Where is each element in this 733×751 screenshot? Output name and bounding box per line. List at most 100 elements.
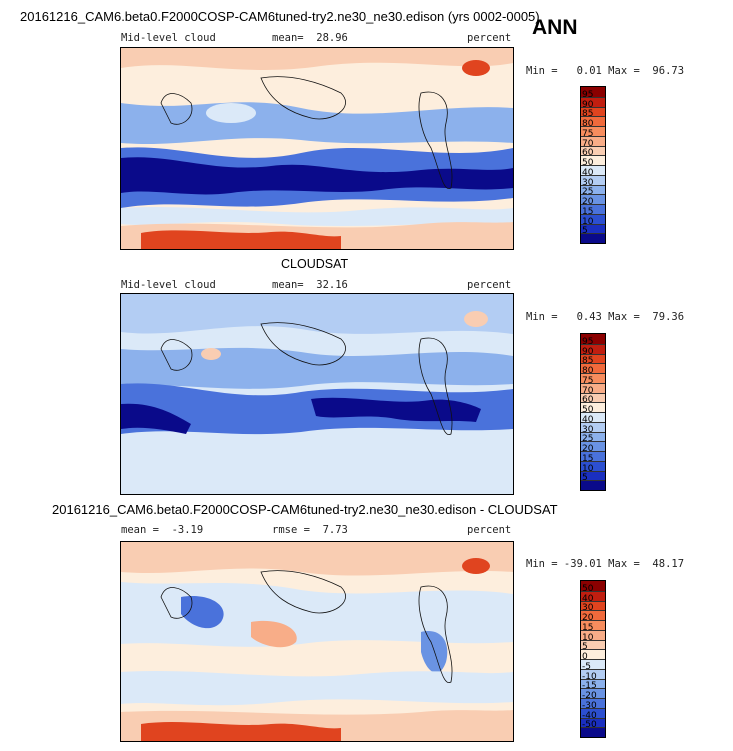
panel3-colorbar-segment — [581, 610, 605, 620]
panel2-colorbar-segment — [581, 460, 605, 471]
panel2-colorbar-tick-label: 85 — [582, 356, 594, 367]
panel3-colorbar-segment — [581, 649, 605, 659]
panel2-colorbar-segment — [581, 441, 605, 451]
panel2-colorbar-tick-label: 40 — [582, 414, 594, 425]
panel1-colorbar-segment — [581, 194, 605, 204]
panel1-colorbar-segment — [581, 213, 605, 224]
panel2-colorbar-tick-label: 60 — [582, 395, 594, 406]
panel2-colorbar-tick-label: 10 — [582, 463, 594, 474]
panel3-colorbar-segment — [581, 727, 605, 737]
panel3-heading: 20161216_CAM6.beta0.F2000COSP-CAM6tuned-… — [52, 502, 558, 517]
panel3-colorbar-segment — [581, 639, 605, 650]
panel3-colorbar-tick-label: -40 — [582, 710, 597, 721]
panel1-colorbar-tick-label: 70 — [582, 138, 594, 149]
panel3-colorbar-segment — [581, 629, 605, 640]
panel1-mean: mean= 28.96 — [272, 32, 348, 44]
panel3-colorbar-segment — [581, 590, 605, 601]
panel3-colorbar-tick-label: 30 — [582, 603, 594, 614]
panel2-map-svg — [121, 294, 513, 494]
panel1-colorbar-tick-label: 80 — [582, 119, 594, 129]
panel2-colorbar-segment — [581, 451, 605, 461]
panel1-colorbar-tick-label: 40 — [582, 167, 594, 178]
panel3-colorbar-tick-label: 5 — [582, 642, 588, 653]
panel1-map — [120, 47, 514, 250]
panel2-map — [120, 293, 514, 495]
panel2-colorbar-tick-label: 30 — [582, 424, 594, 435]
panel1-colorbar-segment — [581, 87, 605, 97]
panel1-colorbar-tick-label: 90 — [582, 99, 594, 110]
panel3-colorbar-segment — [581, 698, 605, 708]
panel1-colorbar-segment — [581, 223, 605, 234]
panel3-colorbar-tick-label: 10 — [582, 632, 594, 643]
panel3-colorbar-tick-label: 20 — [582, 613, 594, 623]
panel2-units: percent — [467, 279, 512, 291]
panel2-colorbar-segment — [581, 392, 605, 403]
panel3-colorbar-segment — [581, 707, 605, 718]
panel1-min-max: Min = 0.01 Max = 96.73 — [526, 65, 685, 77]
panel2-colorbar-segment — [581, 353, 605, 364]
panel1-colorbar-tick-label: 5 — [582, 226, 588, 237]
panel1-colorbar-tick-label: 20 — [582, 197, 594, 207]
panel1-colorbar-segment — [581, 135, 605, 146]
panel2-colorbar-tick-label: 80 — [582, 366, 594, 376]
panel2-colorbar-tick-label: 15 — [582, 453, 594, 464]
panel2-colorbar-tick-label: 25 — [582, 434, 594, 445]
panel2-variable-label: Mid-level cloud — [121, 279, 216, 291]
panel1-colorbar-tick-label: 75 — [582, 128, 594, 139]
panel1-variable-label: Mid-level cloud — [121, 32, 216, 44]
panel3-units: percent — [467, 524, 512, 536]
panel2-colorbar-tick-label: 75 — [582, 375, 594, 386]
panel1-colorbar-segment — [581, 184, 605, 195]
panel3-colorbar — [580, 580, 606, 738]
panel3-colorbar-tick-label: -15 — [582, 681, 597, 692]
panel3-map — [120, 541, 514, 742]
panel3-colorbar-segment — [581, 581, 605, 591]
panel3-colorbar-tick-label: -50 — [582, 720, 597, 731]
panel1-colorbar-tick-label: 10 — [582, 216, 594, 227]
panel2-colorbar — [580, 333, 606, 491]
panel3-colorbar-tick-label: -30 — [582, 700, 597, 711]
panel2-colorbar-tick-label: 90 — [582, 346, 594, 357]
panel2-colorbar-segment — [581, 431, 605, 442]
panel1-colorbar-tick-label: 50 — [582, 158, 594, 168]
panel1-colorbar-tick-label: 85 — [582, 109, 594, 120]
panel3-colorbar-tick-label: -20 — [582, 691, 597, 701]
panel3-colorbar-tick-label: 50 — [582, 583, 594, 594]
panel3-colorbar-segment — [581, 600, 605, 611]
panel1-colorbar-tick-label: 25 — [582, 187, 594, 198]
panel3-colorbar-segment — [581, 668, 605, 679]
panel2-colorbar-segment — [581, 334, 605, 344]
panel3-rmse: rmse = 7.73 — [272, 524, 348, 536]
panel1-colorbar-segment — [581, 126, 605, 136]
panel2-colorbar-segment — [581, 412, 605, 422]
panel2-colorbar-segment — [581, 402, 605, 412]
panel3-colorbar-tick-label: 0 — [582, 652, 588, 662]
panel3-colorbar-segment — [581, 678, 605, 689]
panel3-mean: mean = -3.19 — [121, 524, 204, 536]
panel2-colorbar-segment — [581, 373, 605, 383]
panel1-map-svg — [121, 48, 513, 249]
panel2-mean: mean= 32.16 — [272, 279, 348, 291]
panel2-colorbar-segment — [581, 480, 605, 490]
panel2-colorbar-tick-label: 20 — [582, 444, 594, 454]
panel1-colorbar-segment — [581, 145, 605, 156]
panel3-colorbar-tick-label: -10 — [582, 671, 597, 682]
panel3-colorbar-tick-label: 15 — [582, 622, 594, 633]
panel2-colorbar-tick-label: 70 — [582, 385, 594, 396]
panel2-colorbar-segment — [581, 363, 605, 373]
case-title: 20161216_CAM6.beta0.F2000COSP-CAM6tuned-… — [20, 9, 540, 24]
panel1-colorbar-tick-label: 60 — [582, 148, 594, 159]
panel2-colorbar-segment — [581, 382, 605, 393]
panel3-colorbar-tick-label: -5 — [582, 661, 591, 672]
panel3-map-svg — [121, 542, 513, 741]
panel2-min-max: Min = 0.43 Max = 79.36 — [526, 311, 685, 323]
panel1-colorbar-segment — [581, 155, 605, 165]
panel1-colorbar-tick-label: 30 — [582, 177, 594, 188]
panel3-colorbar-segment — [581, 659, 605, 669]
panel2-colorbar-tick-label: 5 — [582, 473, 588, 484]
panel1-colorbar-segment — [581, 174, 605, 185]
panel3-colorbar-segment — [581, 688, 605, 698]
panel1-colorbar-segment — [581, 106, 605, 117]
panel1-units: percent — [467, 32, 512, 44]
panel2-heading: CLOUDSAT — [281, 257, 349, 271]
